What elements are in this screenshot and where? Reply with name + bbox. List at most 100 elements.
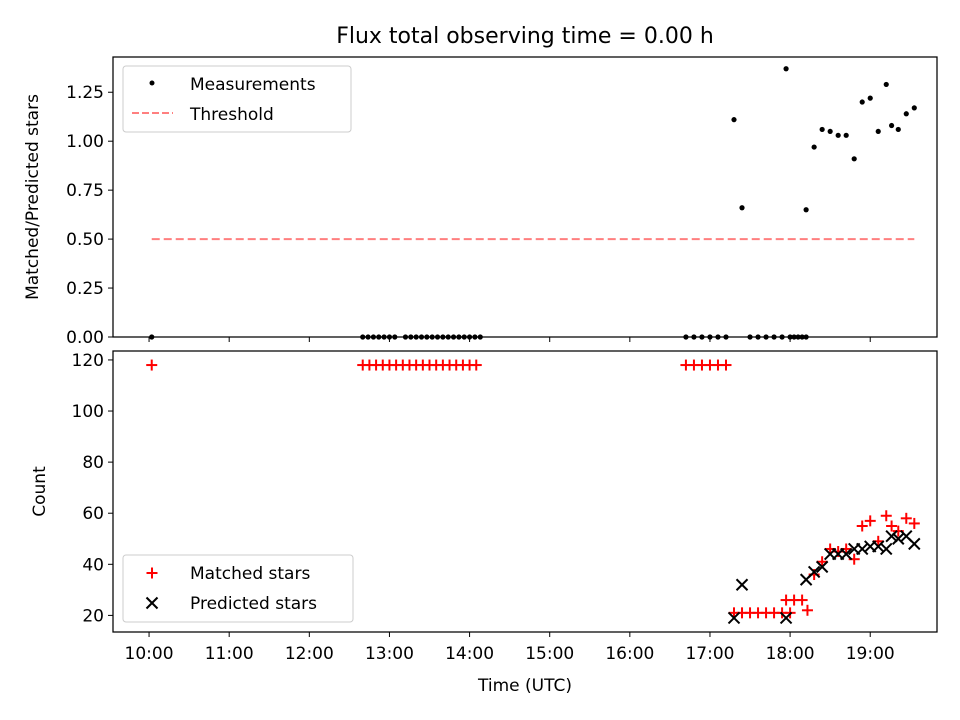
top-legend-box — [122, 65, 352, 133]
top-y-tick-label: 0.00 — [66, 328, 104, 348]
x-tick-label: 11:00 — [205, 644, 254, 664]
matched-star-point — [900, 512, 912, 524]
x-axis-label: Time (UTC) — [477, 676, 572, 696]
matched-star-point — [880, 510, 892, 522]
legend-matched-marker — [146, 567, 158, 579]
cross-stroke — [900, 529, 913, 543]
top-y-axis-label: Matched/Predicted stars — [23, 94, 43, 300]
predicted-star-point — [880, 542, 893, 556]
legend-matched-plus — [146, 567, 158, 579]
bottom-legend-box — [122, 554, 354, 623]
measurement-point — [859, 99, 865, 105]
bottom-y-tick-label: 20 — [82, 606, 104, 626]
matched-star-point — [146, 359, 158, 371]
predicted-stars-points — [727, 529, 921, 625]
chart-title: Flux total observing time = 0.00 h — [336, 24, 714, 49]
measurement-point — [843, 132, 849, 138]
bottom-x-ticks: 10:00 11:00 12:00 13:00 14:00 15:00 16:00 17:00… — [125, 632, 895, 664]
matched-star-point — [470, 359, 482, 371]
bottom-panel: 20 40 60 80 100 120 10:00 11:00 12:00 13:00 14:00… — [30, 350, 938, 696]
top-y-tick-label: 1.00 — [66, 132, 104, 152]
cross-stroke — [856, 542, 869, 556]
x-tick-label: 10:00 — [125, 644, 174, 664]
measurement-point — [903, 111, 909, 117]
matched-star-point — [886, 520, 898, 532]
matched-star-point — [856, 520, 868, 532]
bottom-y-ticks: 20 40 60 80 100 120 — [72, 351, 113, 626]
top-panel: 0.00 0.25 0.50 0.75 1.00 1.25 Matched/Predict… — [23, 56, 938, 348]
x-tick-label: 18:00 — [766, 644, 815, 664]
predicted-star-point — [892, 532, 905, 545]
legend-predicted-marker — [145, 596, 159, 610]
cross-stroke — [885, 529, 898, 543]
measurement-point — [803, 207, 809, 213]
bottom-y-tick-label: 120 — [72, 351, 104, 371]
predicted-star-point — [885, 529, 898, 543]
x-tick-label: 16:00 — [605, 644, 654, 664]
bottom-y-tick-label: 80 — [82, 453, 104, 473]
bottom-legend: Matched stars Predicted stars — [122, 554, 354, 623]
legend-predicted-cross — [145, 596, 159, 610]
bottom-y-tick-label: 40 — [82, 555, 104, 575]
cross-stroke — [727, 611, 741, 625]
predicted-star-point — [815, 560, 829, 574]
predicted-star-point — [872, 540, 885, 553]
predicted-star-point — [839, 547, 853, 561]
cross-stroke — [872, 540, 885, 553]
measurement-point — [888, 122, 895, 129]
matched-star-point — [796, 594, 808, 606]
x-tick-label: 15:00 — [525, 644, 574, 664]
cross-stroke — [892, 532, 905, 545]
x-tick-label: 13:00 — [365, 644, 414, 664]
matched-star-point — [801, 604, 813, 616]
predicted-star-point — [908, 537, 921, 551]
x-tick-label: 19:00 — [846, 644, 895, 664]
top-y-tick-label: 0.25 — [66, 279, 104, 299]
measurement-point — [851, 156, 857, 162]
cross-stroke — [908, 537, 921, 551]
measurement-point — [835, 132, 841, 138]
top-legend: Measurements Threshold — [122, 65, 352, 133]
legend-measurements-label: Measurements — [190, 75, 316, 95]
x-tick-label: 14:00 — [445, 644, 494, 664]
top-panel-frame — [112, 56, 938, 338]
measurement-point — [819, 126, 825, 133]
matched-star-point — [864, 515, 876, 527]
matched-star-point — [908, 517, 920, 529]
measurement-point — [827, 128, 833, 135]
matched-star-point — [720, 359, 732, 371]
measurement-point — [867, 95, 873, 101]
cross-stroke — [735, 578, 749, 591]
top-y-tick-label: 0.50 — [66, 230, 104, 250]
cross-stroke — [807, 565, 821, 579]
top-y-tick-label: 1.25 — [66, 83, 104, 103]
cross-stroke — [839, 547, 853, 561]
measurement-point — [811, 144, 817, 150]
measurement-point — [783, 66, 789, 72]
measurement-point — [739, 205, 745, 211]
top-y-tick-label: 0.75 — [66, 181, 104, 201]
measurement-point — [875, 128, 881, 135]
legend-measurements-marker — [149, 80, 155, 86]
cross-stroke — [880, 542, 893, 556]
top-y-ticks: 0.00 0.25 0.50 0.75 1.00 1.25 — [66, 83, 113, 348]
bottom-y-tick-label: 60 — [82, 504, 104, 524]
measurement-point — [895, 126, 901, 133]
predicted-star-point — [856, 542, 869, 556]
x-tick-label: 12:00 — [285, 644, 334, 664]
cross-stroke — [815, 560, 829, 574]
legend-threshold-label: Threshold — [189, 105, 274, 125]
cross-stroke — [145, 596, 159, 610]
cross-stroke — [779, 611, 793, 625]
bottom-panel-frame — [112, 350, 938, 633]
bottom-y-axis-label: Count — [30, 466, 50, 517]
predicted-star-point — [735, 578, 749, 591]
measurement-point — [883, 81, 889, 88]
matched-star-point — [816, 556, 828, 568]
predicted-star-point — [727, 611, 741, 625]
measurement-point — [911, 105, 917, 111]
measurement-point — [731, 117, 737, 123]
predicted-star-point — [807, 565, 821, 579]
predicted-star-point — [779, 611, 793, 625]
